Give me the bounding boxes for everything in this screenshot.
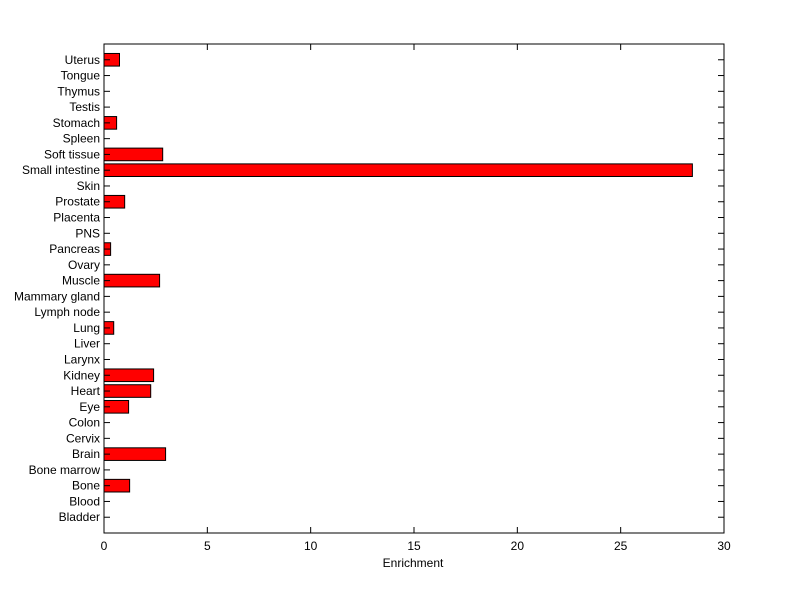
y-tick-label: Prostate bbox=[55, 195, 100, 209]
y-tick-label: Mammary gland bbox=[14, 289, 100, 303]
y-tick-label: Spleen bbox=[63, 132, 100, 146]
y-tick-label: Bone bbox=[72, 479, 100, 493]
y-tick-label: Skin bbox=[77, 179, 100, 193]
bar bbox=[103, 384, 152, 398]
plot-frame bbox=[103, 43, 725, 534]
y-tick-label: Liver bbox=[74, 337, 100, 351]
y-tick-label: Colon bbox=[69, 416, 100, 430]
y-tick-label: Small intestine bbox=[22, 163, 100, 177]
bar bbox=[103, 147, 164, 162]
y-tick-label: Ovary bbox=[68, 258, 100, 272]
y-tick-label: Eye bbox=[79, 400, 100, 414]
bars bbox=[103, 52, 693, 493]
y-tick-label: Blood bbox=[69, 494, 100, 508]
y-tick-label: Bladder bbox=[59, 510, 100, 524]
bar bbox=[103, 447, 167, 461]
bar bbox=[103, 163, 693, 178]
x-tick-label: 10 bbox=[304, 539, 318, 553]
y-tick-label: Bone marrow bbox=[29, 463, 101, 477]
y-tick-label: Lung bbox=[73, 321, 100, 335]
y-tick-label: Testis bbox=[69, 100, 100, 114]
y-tick-label: Soft tissue bbox=[44, 147, 100, 161]
ticks bbox=[103, 44, 725, 533]
y-tick-label: Tongue bbox=[61, 69, 101, 83]
x-tick-label: 5 bbox=[204, 539, 211, 553]
x-tick-label: 0 bbox=[101, 539, 108, 553]
y-tick-label: Heart bbox=[71, 384, 101, 398]
y-tick-label: Stomach bbox=[53, 116, 100, 130]
y-tick-label: Larynx bbox=[64, 352, 100, 366]
y-tick-label: Kidney bbox=[63, 368, 100, 382]
y-tick-label: Muscle bbox=[62, 274, 100, 288]
x-axis-label: Enrichment bbox=[383, 556, 444, 570]
y-tick-label: Uterus bbox=[65, 53, 100, 67]
x-tick-label: 20 bbox=[511, 539, 525, 553]
y-tick-label: Brain bbox=[72, 447, 100, 461]
bar bbox=[103, 273, 161, 288]
x-tick-label: 15 bbox=[407, 539, 421, 553]
bar bbox=[103, 368, 155, 383]
y-tick-label: Pancreas bbox=[49, 242, 100, 256]
x-tick-label: 25 bbox=[614, 539, 628, 553]
x-tick-label: 30 bbox=[717, 539, 731, 553]
y-tick-label: Cervix bbox=[66, 431, 100, 445]
y-tick-label: Lymph node bbox=[34, 305, 100, 319]
y-tick-label: PNS bbox=[75, 226, 100, 240]
y-tick-label: Placenta bbox=[53, 211, 100, 225]
y-tick-label: Thymus bbox=[57, 84, 100, 98]
